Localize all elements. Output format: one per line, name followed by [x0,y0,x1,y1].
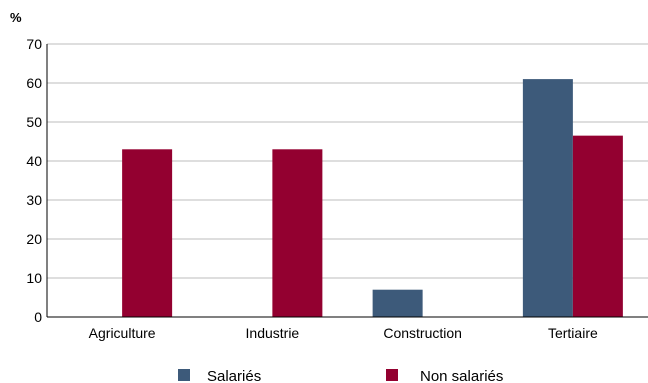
legend-swatch-salaries [178,369,190,381]
legend-label-salaries: Salariés [207,368,261,383]
y-axis-tick-labels: 0 10 20 30 40 50 60 70 [26,36,42,325]
y-axis-unit-label: % [10,10,22,25]
y-tick-label-70: 70 [26,36,42,52]
y-tick-label-40: 40 [26,153,42,169]
bar-salaries-construction [372,289,423,317]
axes [46,44,648,318]
y-tick-label-10: 10 [26,270,42,286]
x-axis-tick-labels: Agriculture Industrie Construction Tertiair… [89,325,598,341]
bar-non-salaries-tertiaire [572,135,623,317]
x-tick-label-industrie: Industrie [246,325,300,341]
legend: Salariés Non salariés [178,368,503,383]
bars [122,79,623,317]
y-tick-label-30: 30 [26,192,42,208]
x-tick-label-agriculture: Agriculture [89,325,156,341]
y-tick-label-0: 0 [34,309,42,325]
y-tick-label-60: 60 [26,75,42,91]
bar-non-salaries-agriculture [122,149,173,317]
y-tick-label-50: 50 [26,114,42,130]
legend-swatch-non-salaries [386,369,398,381]
x-tick-label-tertiaire: Tertiaire [548,325,598,341]
bar-non-salaries-industrie [272,149,323,317]
x-tick-label-construction: Construction [383,325,462,341]
y-tick-label-20: 20 [26,231,42,247]
bar-salaries-tertiaire [522,79,573,317]
legend-label-non-salaries: Non salariés [420,368,503,383]
